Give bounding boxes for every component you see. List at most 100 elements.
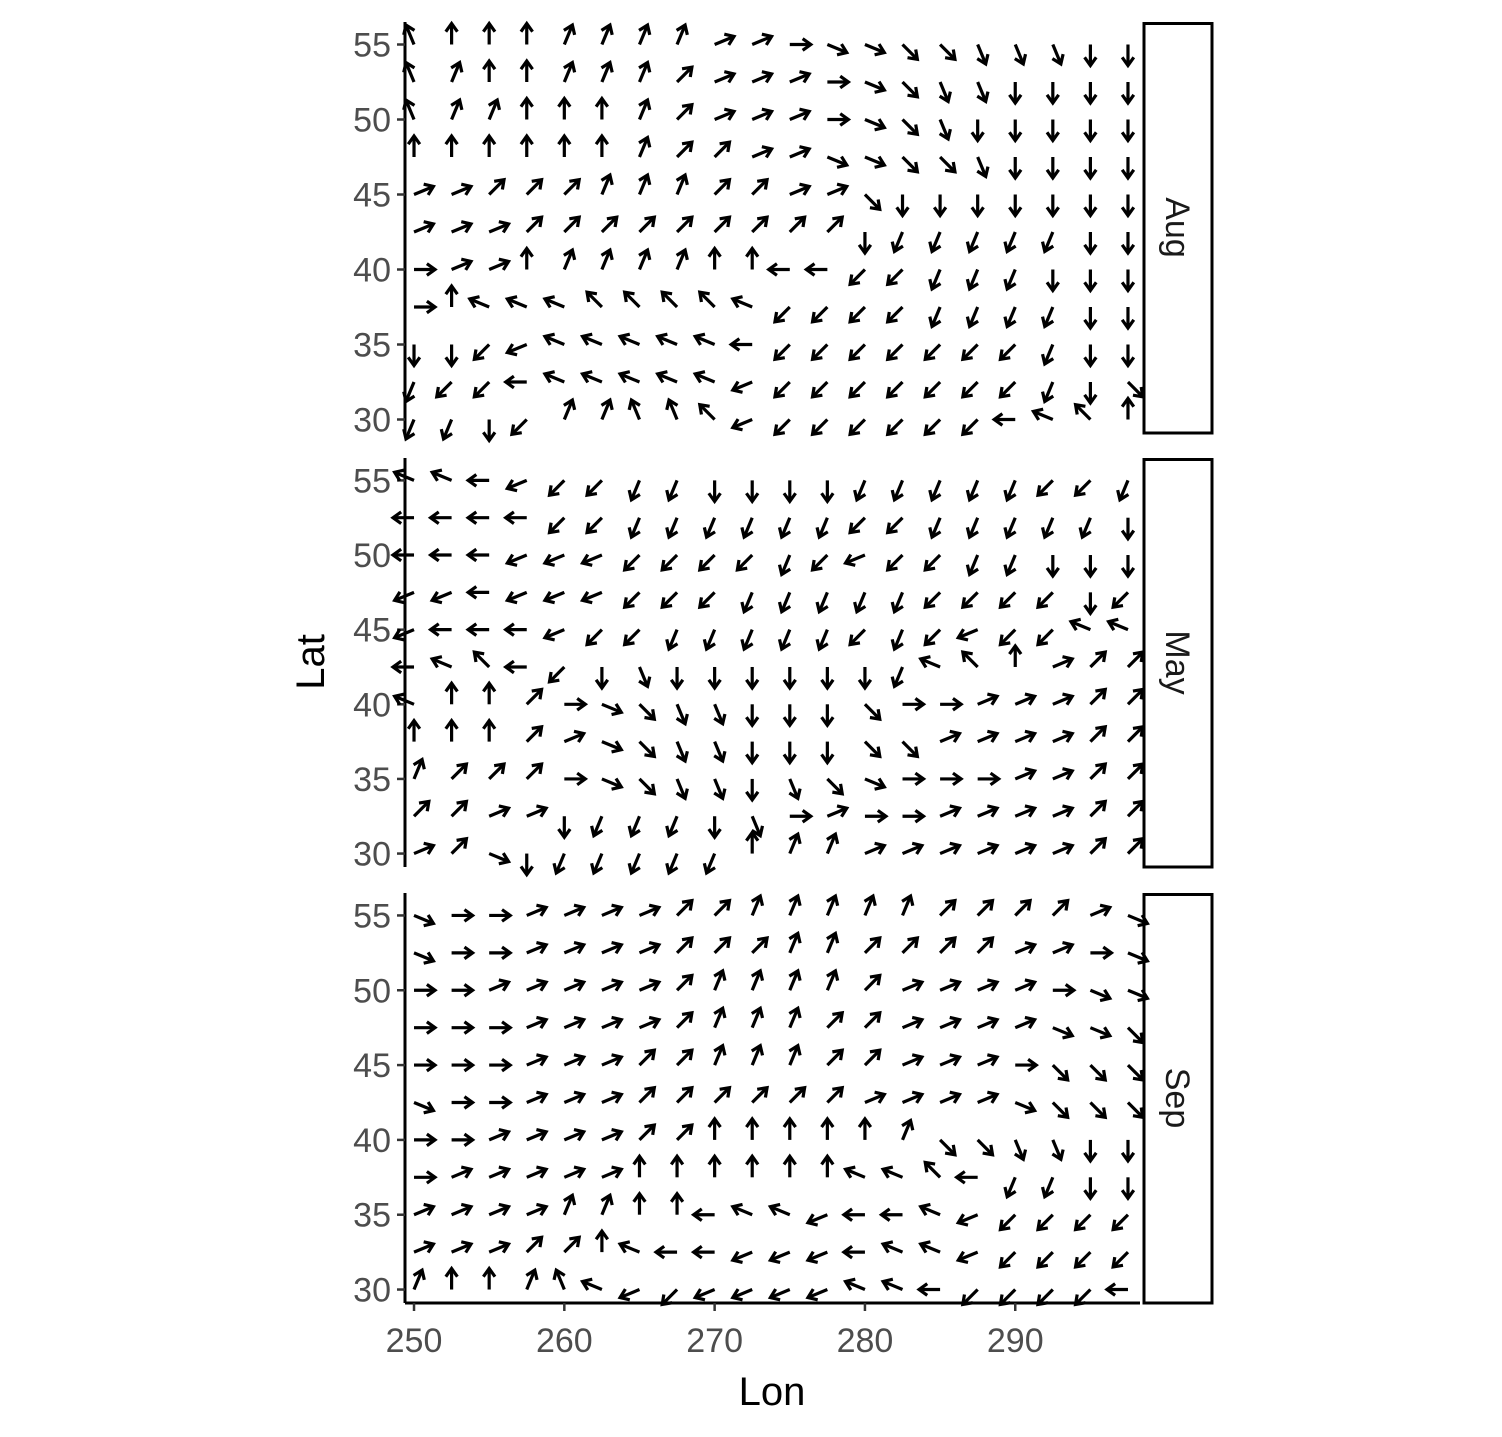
wind-arrow (509, 418, 528, 437)
wind-arrow (669, 1153, 685, 1178)
wind-arrow (519, 95, 534, 120)
wind-arrow (713, 215, 732, 234)
wind-arrow (923, 343, 942, 362)
wind-arrow (638, 941, 662, 955)
wind-arrow (675, 172, 689, 196)
wind-arrow (940, 771, 964, 787)
facet-panel-may: 30 35 40 45 50 55 May (353, 458, 1214, 878)
wind-arrow (1089, 903, 1113, 917)
wind-arrow (525, 177, 544, 196)
wind-arrow (489, 1095, 513, 1110)
wind-arrow (740, 629, 754, 652)
wind-arrow (439, 418, 454, 442)
wind-arrow (788, 893, 802, 917)
wind-arrow (579, 370, 603, 384)
wind-arrow (429, 590, 453, 605)
wind-arrow (675, 703, 689, 727)
wind-arrow (857, 1116, 873, 1140)
y-tick-label: 55 (353, 462, 391, 500)
wind-arrow (810, 305, 829, 324)
wind-arrow (848, 380, 867, 399)
wind-arrow (526, 941, 549, 955)
wind-arrow (805, 1250, 828, 1264)
wind-arrow (788, 1043, 802, 1066)
wind-arrow (864, 80, 887, 94)
wind-arrow (1089, 687, 1108, 706)
wind-arrow (562, 1192, 577, 1216)
wind-arrow (697, 402, 716, 421)
wind-arrow (901, 43, 920, 62)
wind-arrow (864, 841, 887, 856)
wind-arrow (998, 1213, 1017, 1232)
wind-arrow (960, 380, 979, 399)
wind-arrow (579, 1277, 603, 1292)
wind-arrow (502, 374, 527, 390)
wind-arrow (788, 968, 802, 991)
wind-arrow (745, 741, 760, 766)
wind-arrow (519, 853, 534, 878)
wind-arrow (1068, 617, 1092, 632)
wind-arrow (976, 156, 990, 179)
wind-arrow (1120, 232, 1136, 256)
wind-arrow (713, 703, 727, 727)
wind-arrow (444, 283, 459, 307)
wind-arrow (714, 70, 737, 84)
wind-arrow (977, 1090, 1000, 1104)
wind-arrow (782, 1116, 797, 1140)
wind-arrow (1127, 951, 1150, 965)
wind-arrow (885, 516, 904, 535)
wind-arrow (450, 182, 474, 196)
wind-arrow (519, 20, 534, 45)
wind-arrow (713, 898, 732, 917)
wind-arrow (675, 65, 694, 84)
wind-arrow (777, 629, 792, 652)
wind-arrow (450, 257, 474, 271)
wind-arrow (1052, 767, 1075, 781)
wind-arrow (526, 903, 549, 917)
wind-arrow (451, 1132, 476, 1148)
y-tick-label: 50 (353, 537, 391, 575)
wind-arrow (450, 220, 474, 234)
wind-arrow (890, 231, 904, 254)
wind-arrow (1126, 687, 1145, 706)
facet-panel-sep: 30 35 40 45 50 55 Sep 250 260 270 280 290 (353, 893, 1214, 1360)
wind-arrow (977, 692, 1000, 706)
wind-arrow (1052, 941, 1075, 955)
wind-arrow (451, 945, 476, 960)
wind-arrow (991, 412, 1016, 427)
wind-arrow (450, 762, 469, 781)
wind-arrow (880, 1240, 904, 1254)
wind-arrow (1052, 983, 1077, 998)
wind-arrow (782, 704, 797, 729)
wind-arrow (1013, 1139, 1028, 1162)
wind-arrow (392, 590, 415, 605)
wind-arrow (488, 220, 512, 234)
wind-arrow (414, 262, 438, 277)
wind-arrow (1083, 382, 1098, 406)
wind-arrow (777, 554, 792, 577)
wind-arrow (488, 1240, 512, 1254)
wind-arrow (901, 1090, 925, 1104)
wind-arrow (434, 380, 453, 399)
wind-arrow (557, 133, 572, 157)
wind-arrow (928, 517, 942, 540)
wind-arrow (632, 1190, 647, 1215)
wind-arrow (1126, 836, 1145, 855)
wind-arrow (1126, 762, 1145, 781)
wind-arrow (789, 182, 812, 196)
x-tick-label: 250 (386, 1322, 443, 1360)
wind-arrow (848, 516, 867, 535)
wind-arrow (1126, 799, 1145, 818)
wind-arrow (1014, 1101, 1038, 1115)
y-tick-label: 40 (353, 686, 391, 724)
wind-arrow (977, 1053, 1000, 1067)
wind-arrow (451, 1057, 476, 1073)
wind-arrow (482, 717, 497, 742)
wind-arrow (745, 480, 760, 505)
wind-arrow (955, 1213, 979, 1227)
wind-arrow (601, 903, 624, 917)
wind-arrow (767, 1250, 791, 1264)
wind-arrow (450, 97, 464, 121)
wind-arrow (590, 815, 604, 839)
facet-strip-label: Sep (1158, 1068, 1196, 1129)
